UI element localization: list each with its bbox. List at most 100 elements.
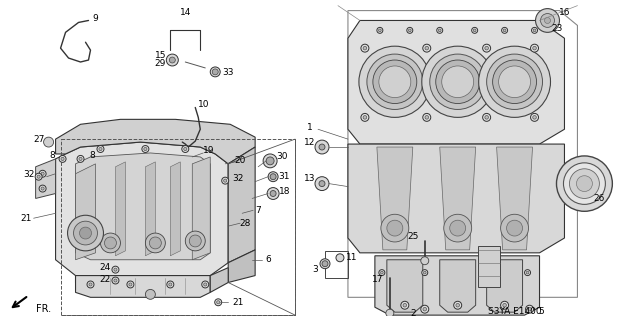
Polygon shape bbox=[76, 153, 210, 260]
Polygon shape bbox=[440, 147, 476, 250]
Text: 21: 21 bbox=[20, 214, 31, 223]
Text: 26: 26 bbox=[594, 194, 605, 203]
Text: 30: 30 bbox=[276, 152, 288, 161]
Bar bbox=[61, 139, 295, 315]
Text: S3YA E1400: S3YA E1400 bbox=[488, 307, 541, 316]
Text: 25: 25 bbox=[407, 232, 419, 241]
Circle shape bbox=[268, 172, 278, 182]
Text: 3: 3 bbox=[312, 265, 318, 274]
Circle shape bbox=[507, 220, 522, 236]
Circle shape bbox=[442, 66, 474, 98]
Polygon shape bbox=[36, 159, 56, 198]
Circle shape bbox=[39, 185, 46, 192]
Text: 19: 19 bbox=[202, 146, 214, 155]
Circle shape bbox=[267, 188, 279, 199]
Circle shape bbox=[315, 177, 329, 190]
Circle shape bbox=[403, 303, 406, 307]
Polygon shape bbox=[375, 256, 540, 315]
Text: 31: 31 bbox=[278, 172, 290, 181]
Polygon shape bbox=[228, 147, 255, 263]
Circle shape bbox=[420, 257, 429, 265]
Circle shape bbox=[493, 60, 536, 104]
Polygon shape bbox=[192, 157, 210, 260]
Circle shape bbox=[170, 57, 175, 63]
Text: 32: 32 bbox=[232, 174, 244, 183]
Circle shape bbox=[422, 270, 428, 276]
Circle shape bbox=[436, 27, 443, 33]
Circle shape bbox=[361, 44, 369, 52]
Circle shape bbox=[474, 29, 476, 32]
Circle shape bbox=[266, 157, 274, 165]
Circle shape bbox=[444, 214, 472, 242]
Circle shape bbox=[436, 60, 479, 104]
Circle shape bbox=[270, 174, 276, 180]
Circle shape bbox=[41, 187, 44, 190]
Circle shape bbox=[483, 44, 491, 52]
Circle shape bbox=[169, 283, 172, 286]
Circle shape bbox=[386, 309, 394, 317]
Circle shape bbox=[423, 44, 431, 52]
Circle shape bbox=[378, 29, 381, 32]
Polygon shape bbox=[228, 250, 255, 283]
Text: 18: 18 bbox=[279, 187, 291, 196]
Text: 21: 21 bbox=[232, 298, 244, 307]
Circle shape bbox=[570, 169, 600, 198]
Text: 33: 33 bbox=[223, 68, 234, 78]
Circle shape bbox=[532, 46, 536, 50]
Text: 1: 1 bbox=[307, 123, 313, 132]
Circle shape bbox=[210, 67, 220, 77]
Circle shape bbox=[425, 115, 429, 119]
Circle shape bbox=[499, 66, 531, 98]
Circle shape bbox=[532, 27, 538, 33]
Circle shape bbox=[479, 46, 550, 117]
Polygon shape bbox=[170, 162, 180, 256]
Circle shape bbox=[545, 18, 550, 23]
Circle shape bbox=[472, 27, 477, 33]
Text: 15: 15 bbox=[155, 51, 166, 60]
Circle shape bbox=[423, 308, 427, 311]
Circle shape bbox=[167, 281, 174, 288]
Polygon shape bbox=[440, 260, 476, 312]
Circle shape bbox=[263, 154, 277, 168]
Circle shape bbox=[319, 144, 325, 150]
Circle shape bbox=[127, 281, 134, 288]
Circle shape bbox=[425, 46, 429, 50]
Text: 5: 5 bbox=[539, 307, 545, 316]
Circle shape bbox=[456, 303, 460, 307]
Circle shape bbox=[563, 163, 605, 204]
Polygon shape bbox=[56, 119, 255, 164]
Polygon shape bbox=[76, 164, 95, 260]
Circle shape bbox=[528, 308, 531, 311]
Text: 9: 9 bbox=[93, 14, 99, 23]
Polygon shape bbox=[348, 20, 564, 144]
Circle shape bbox=[531, 114, 538, 121]
Circle shape bbox=[381, 214, 409, 242]
Circle shape bbox=[184, 147, 187, 151]
Circle shape bbox=[270, 190, 276, 197]
Circle shape bbox=[114, 268, 117, 271]
Polygon shape bbox=[115, 162, 125, 256]
Circle shape bbox=[503, 29, 506, 32]
Polygon shape bbox=[210, 268, 228, 293]
Text: 7: 7 bbox=[255, 206, 261, 215]
Circle shape bbox=[77, 155, 84, 162]
Circle shape bbox=[202, 281, 209, 288]
Circle shape bbox=[503, 303, 506, 307]
Circle shape bbox=[502, 27, 508, 33]
Circle shape bbox=[485, 115, 488, 119]
Circle shape bbox=[363, 46, 367, 50]
Circle shape bbox=[454, 301, 461, 309]
Circle shape bbox=[525, 305, 534, 313]
Circle shape bbox=[89, 283, 92, 286]
Circle shape bbox=[182, 145, 189, 152]
Text: 17: 17 bbox=[372, 275, 383, 284]
Circle shape bbox=[145, 289, 156, 299]
Circle shape bbox=[144, 147, 147, 151]
Circle shape bbox=[212, 69, 218, 75]
Circle shape bbox=[486, 54, 543, 109]
Polygon shape bbox=[145, 162, 156, 256]
Circle shape bbox=[367, 54, 423, 109]
Text: 20: 20 bbox=[234, 156, 246, 165]
Text: 29: 29 bbox=[155, 59, 166, 69]
Text: 10: 10 bbox=[198, 100, 209, 109]
